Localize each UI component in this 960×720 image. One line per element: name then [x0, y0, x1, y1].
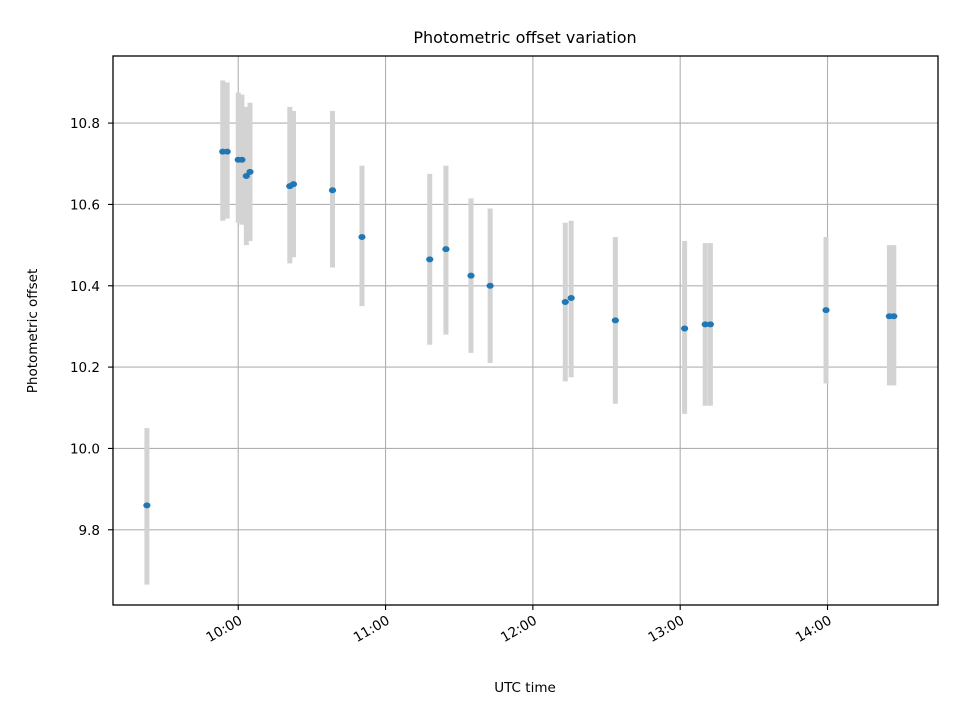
x-tick-label: 10:00 [204, 613, 246, 646]
data-point [223, 148, 231, 155]
data-point [328, 187, 337, 194]
y-tick-label: 10.0 [70, 441, 100, 457]
data-point [561, 299, 569, 306]
y-tick-label: 10.8 [70, 116, 100, 132]
x-tick-label: 13:00 [645, 613, 687, 646]
y-tick-label: 10.4 [70, 279, 100, 295]
data-point [442, 246, 450, 253]
data-point [426, 256, 434, 263]
data-point [467, 272, 475, 279]
plot-frame [112, 55, 939, 606]
tick-layer: 10:00 11:00 12:00 13:00 14:00 9.8 10.0 10.2 10.4… [70, 116, 835, 646]
data-point [358, 233, 366, 240]
x-tick-label: 14:00 [793, 613, 835, 646]
data-point [143, 502, 151, 509]
x-axis-label: UTC time [494, 680, 556, 696]
data-point [611, 317, 619, 324]
data-point [289, 181, 298, 188]
data-point [246, 168, 254, 175]
data-point [890, 313, 898, 320]
point-layer [143, 148, 898, 509]
x-tick-label: 11:00 [351, 613, 393, 646]
data-point [706, 321, 714, 328]
errorbar-layer [144, 80, 897, 585]
chart-title: Photometric offset variation [413, 28, 636, 47]
data-point [681, 325, 689, 332]
data-point [822, 307, 830, 314]
y-tick-label: 10.6 [70, 197, 100, 213]
y-axis-label: Photometric offset [25, 269, 41, 393]
x-tick-label: 12:00 [498, 613, 540, 646]
data-point [567, 294, 575, 301]
y-tick-label: 10.2 [70, 360, 100, 376]
data-point [701, 321, 709, 328]
data-point [238, 156, 246, 163]
data-point [242, 172, 250, 179]
data-point [486, 282, 494, 289]
y-tick-label: 9.8 [79, 523, 100, 539]
